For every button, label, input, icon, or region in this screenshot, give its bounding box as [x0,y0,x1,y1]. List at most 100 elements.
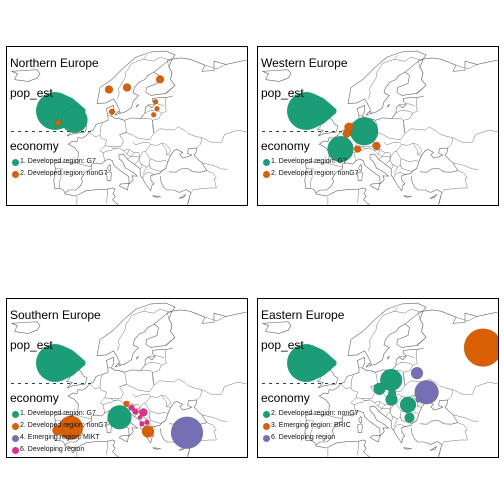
country-bubble [154,105,160,112]
country-border [143,423,161,427]
country-border [132,393,149,398]
country-bubble [123,400,130,408]
coastline [96,50,176,114]
country-border [395,109,413,114]
coastline [114,362,120,368]
country-border [139,144,151,157]
size-legend-tick [290,131,293,132]
country-border [373,401,381,407]
size-legend [11,344,91,384]
country-border [357,441,360,456]
country-border [153,378,203,401]
country-border [394,171,412,175]
coastline [419,168,458,173]
size-legend-tick [67,383,70,384]
country-border [143,164,151,169]
country-border [391,118,406,140]
legend-item: 6. Developing region [261,432,359,444]
country-border [143,56,169,62]
country-border [394,416,402,421]
coastline [152,195,161,198]
coastline [136,355,140,360]
coastline [365,110,371,116]
size-legend-tick [81,383,84,384]
country-border [140,370,155,392]
size-legend-tick [325,383,328,384]
panel-title: Eastern Europe [261,308,345,322]
coastline [118,183,130,191]
country-bubbles [52,400,204,449]
map-panel-western-europe: Western Europe pop_est economy 1. Develo… [257,46,499,206]
legend-label: 1. Developed region: G7 [271,158,347,165]
country-border [132,141,149,146]
country-border [416,58,427,94]
coastline [106,171,112,181]
country-border [102,399,119,405]
legend-label: 1. Developed region: G7 [20,158,96,165]
coastline [387,103,391,108]
country-bubble [373,382,386,396]
coastline [357,171,363,181]
size-legend-tick [269,383,272,384]
country-border [55,168,63,189]
country-border [119,370,123,372]
country-bubble [342,129,351,138]
country-border [452,129,498,143]
size-legend-tick [290,383,293,384]
country-border [148,142,171,156]
country-border [394,56,420,62]
legend-label: 1. Developed region: G7 [20,410,96,417]
country-border [143,416,151,421]
color-legend: 1. Developed region: G7 2. Developed reg… [261,156,359,180]
size-legend-tick [262,383,265,384]
country-border [106,189,109,204]
coastline [54,147,208,194]
country-bubble [54,119,62,126]
size-legend-tick [39,383,42,384]
country-border [353,399,370,405]
size-legend-tick [88,131,91,132]
coastline [136,103,140,108]
country-border [404,378,454,401]
coastline [429,194,438,199]
coastline [262,69,292,82]
size-legend-bubble [78,359,86,367]
country-bubble [137,415,143,420]
country-border [340,383,358,414]
country-border [327,415,343,420]
country-border [399,410,417,424]
coastline [304,347,424,441]
country-border [399,142,422,156]
country-border [187,448,190,457]
country-border [306,420,314,441]
country-border [145,403,168,414]
coastline [314,187,442,205]
size-legend-tick [311,131,314,132]
legend-item: 6. Developing region [10,444,108,456]
coastline [145,309,247,348]
legend-dot [12,159,19,166]
size-legend-tick [67,131,70,132]
size-legend-title: pop_est [10,338,53,352]
country-border [152,372,155,386]
size-legend-tick [332,383,335,384]
country-bubble [463,328,498,367]
color-legend: 2. Developed region: nonG7 3. Emerging r… [261,408,359,444]
country-border [394,423,412,427]
size-legend-tick [60,383,63,384]
size-legend-tick [18,131,21,132]
country-border [119,384,150,393]
legend-item: 1. Developed region: G7 [10,408,108,420]
country-border [379,156,391,165]
country-border [416,310,427,346]
country-border [140,118,155,140]
country-border [126,152,135,157]
country-bubble [353,145,362,153]
country-bubble [155,75,165,84]
country-border [379,408,391,417]
size-legend-tick [339,383,342,384]
country-border [107,114,112,117]
size-legend-tick [332,131,335,132]
size-legend-tick [311,383,314,384]
country-bubble [141,425,155,438]
